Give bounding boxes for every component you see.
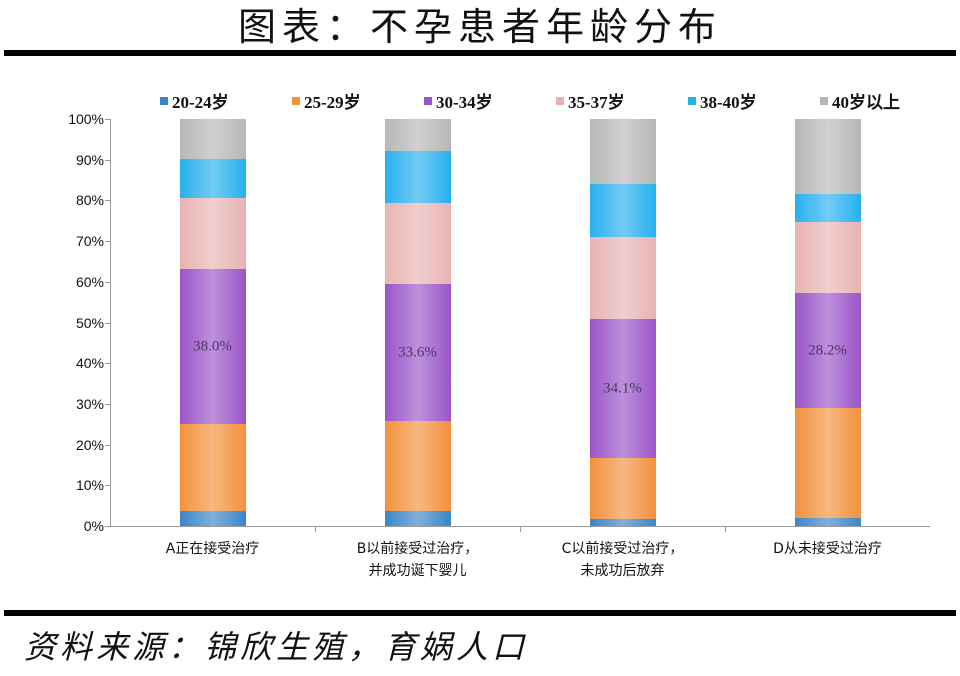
category-label: B以前接受过治疗， 并成功诞下婴儿 [318, 538, 518, 582]
bar-segment [589, 184, 656, 238]
category-label: D从未接受过治疗 [728, 538, 928, 560]
legend-label: 40岁以上 [832, 93, 900, 112]
legend-item: 35-37岁 [556, 88, 625, 113]
bar-segment [589, 519, 656, 526]
legend-item: 30-34岁 [424, 88, 493, 113]
category-label: A正在接受治疗 [113, 538, 313, 560]
bar-segment: 33.6% [384, 284, 451, 422]
y-tick-label: 100% [68, 111, 104, 127]
y-tick-mark [105, 119, 111, 120]
bar-segment [794, 119, 861, 194]
x-tick-mark [315, 526, 316, 532]
bottom-divider [4, 610, 956, 616]
bar-segment [179, 197, 246, 270]
legend-label: 20-24岁 [172, 93, 229, 112]
bar-segment [794, 193, 861, 223]
x-tick-mark [520, 526, 521, 532]
legend-swatch-icon [424, 96, 432, 105]
bar-segment: 28.2% [794, 293, 861, 408]
y-tick-label: 80% [75, 192, 104, 209]
segment-value-label: 38.0% [193, 338, 232, 355]
bar-segment [589, 458, 656, 520]
bar-segment [384, 202, 451, 285]
legend-swatch-icon [556, 96, 564, 105]
bar-segment [384, 421, 451, 511]
y-tick-label: 10% [75, 477, 104, 494]
legend-swatch-icon [820, 96, 828, 105]
legend-item: 38-40岁 [688, 88, 757, 113]
bar-segment [794, 222, 861, 294]
category-label: C以前接受过治疗， 未成功后放弃 [523, 538, 723, 582]
segment-value-label: 33.6% [398, 344, 437, 361]
segment-value-label: 28.2% [808, 342, 847, 359]
y-tick-label: 30% [75, 395, 104, 412]
y-tick-label: 0% [83, 518, 104, 534]
category-label-line1: A正在接受治疗 [165, 541, 260, 557]
stacked-bar: 28.2% [794, 119, 861, 526]
y-tick-mark [105, 241, 111, 243]
y-tick-mark [105, 485, 111, 487]
bar-segment: 34.1% [589, 319, 656, 459]
legend-label: 30-34岁 [436, 93, 493, 112]
bar-segment [179, 158, 246, 198]
y-tick-label: 60% [75, 273, 104, 290]
legend-label: 25-29岁 [304, 93, 361, 112]
category-label-line1: B以前接受过治疗， [356, 541, 479, 557]
y-tick-mark [105, 444, 111, 446]
bar-segment [589, 119, 656, 185]
stacked-bar: 33.6% [384, 119, 451, 526]
category-label-line2: 未成功后放弃 [580, 563, 665, 579]
legend-label: 38-40岁 [700, 93, 757, 112]
legend-swatch-icon [688, 96, 696, 105]
y-tick-label: 70% [75, 233, 104, 250]
category-label-line1: C以前接受过治疗， [561, 541, 684, 557]
bar-segment [179, 423, 246, 511]
bar-segment [179, 510, 246, 526]
bar-segment [794, 408, 861, 518]
legend-label: 35-37岁 [568, 93, 625, 112]
y-tick-mark [105, 159, 111, 161]
x-tick-mark [725, 526, 726, 532]
legend-swatch-icon [160, 96, 168, 105]
y-tick-mark [105, 363, 111, 365]
y-tick-label: 40% [75, 355, 104, 372]
y-tick-mark [105, 526, 111, 527]
category-label-line1: D从未接受过治疗 [773, 541, 882, 557]
y-tick-label: 50% [75, 314, 104, 331]
y-tick-mark [105, 200, 111, 202]
page-title: 图表：不孕患者年龄分布 [237, 5, 722, 49]
bar-segment [384, 151, 451, 203]
chart-area: 20-24岁 25-29岁 30-34岁 35-37岁 38-40岁 40岁以上 0% 10… [30, 76, 930, 596]
stacked-bar: 34.1% [589, 119, 656, 526]
legend-item: 25-29岁 [292, 88, 361, 113]
bar-segment [384, 510, 451, 526]
bar-segment [179, 119, 246, 159]
legend-swatch-icon [292, 96, 300, 105]
source-note: 资料来源：锦欣生殖，育娲人口 [24, 628, 529, 666]
bar-segment [794, 517, 861, 526]
bar-segment: 38.0% [179, 269, 246, 424]
legend-item: 40岁以上 [820, 88, 900, 113]
y-tick-mark [105, 281, 111, 283]
y-tick-mark [105, 403, 111, 405]
y-tick-label: 90% [75, 151, 104, 168]
legend-item: 20-24岁 [160, 88, 229, 113]
y-tick-label: 20% [75, 436, 104, 453]
stacked-bar: 38.0% [179, 119, 246, 526]
top-divider [4, 50, 956, 56]
segment-value-label: 34.1% [603, 380, 642, 397]
bar-segment [384, 119, 451, 152]
y-tick-mark [105, 322, 111, 324]
bar-segment [589, 237, 656, 320]
category-label-line2: 并成功诞下婴儿 [368, 563, 467, 579]
chart-legend: 20-24岁 25-29岁 30-34岁 35-37岁 38-40岁 40岁以上 [160, 88, 900, 113]
